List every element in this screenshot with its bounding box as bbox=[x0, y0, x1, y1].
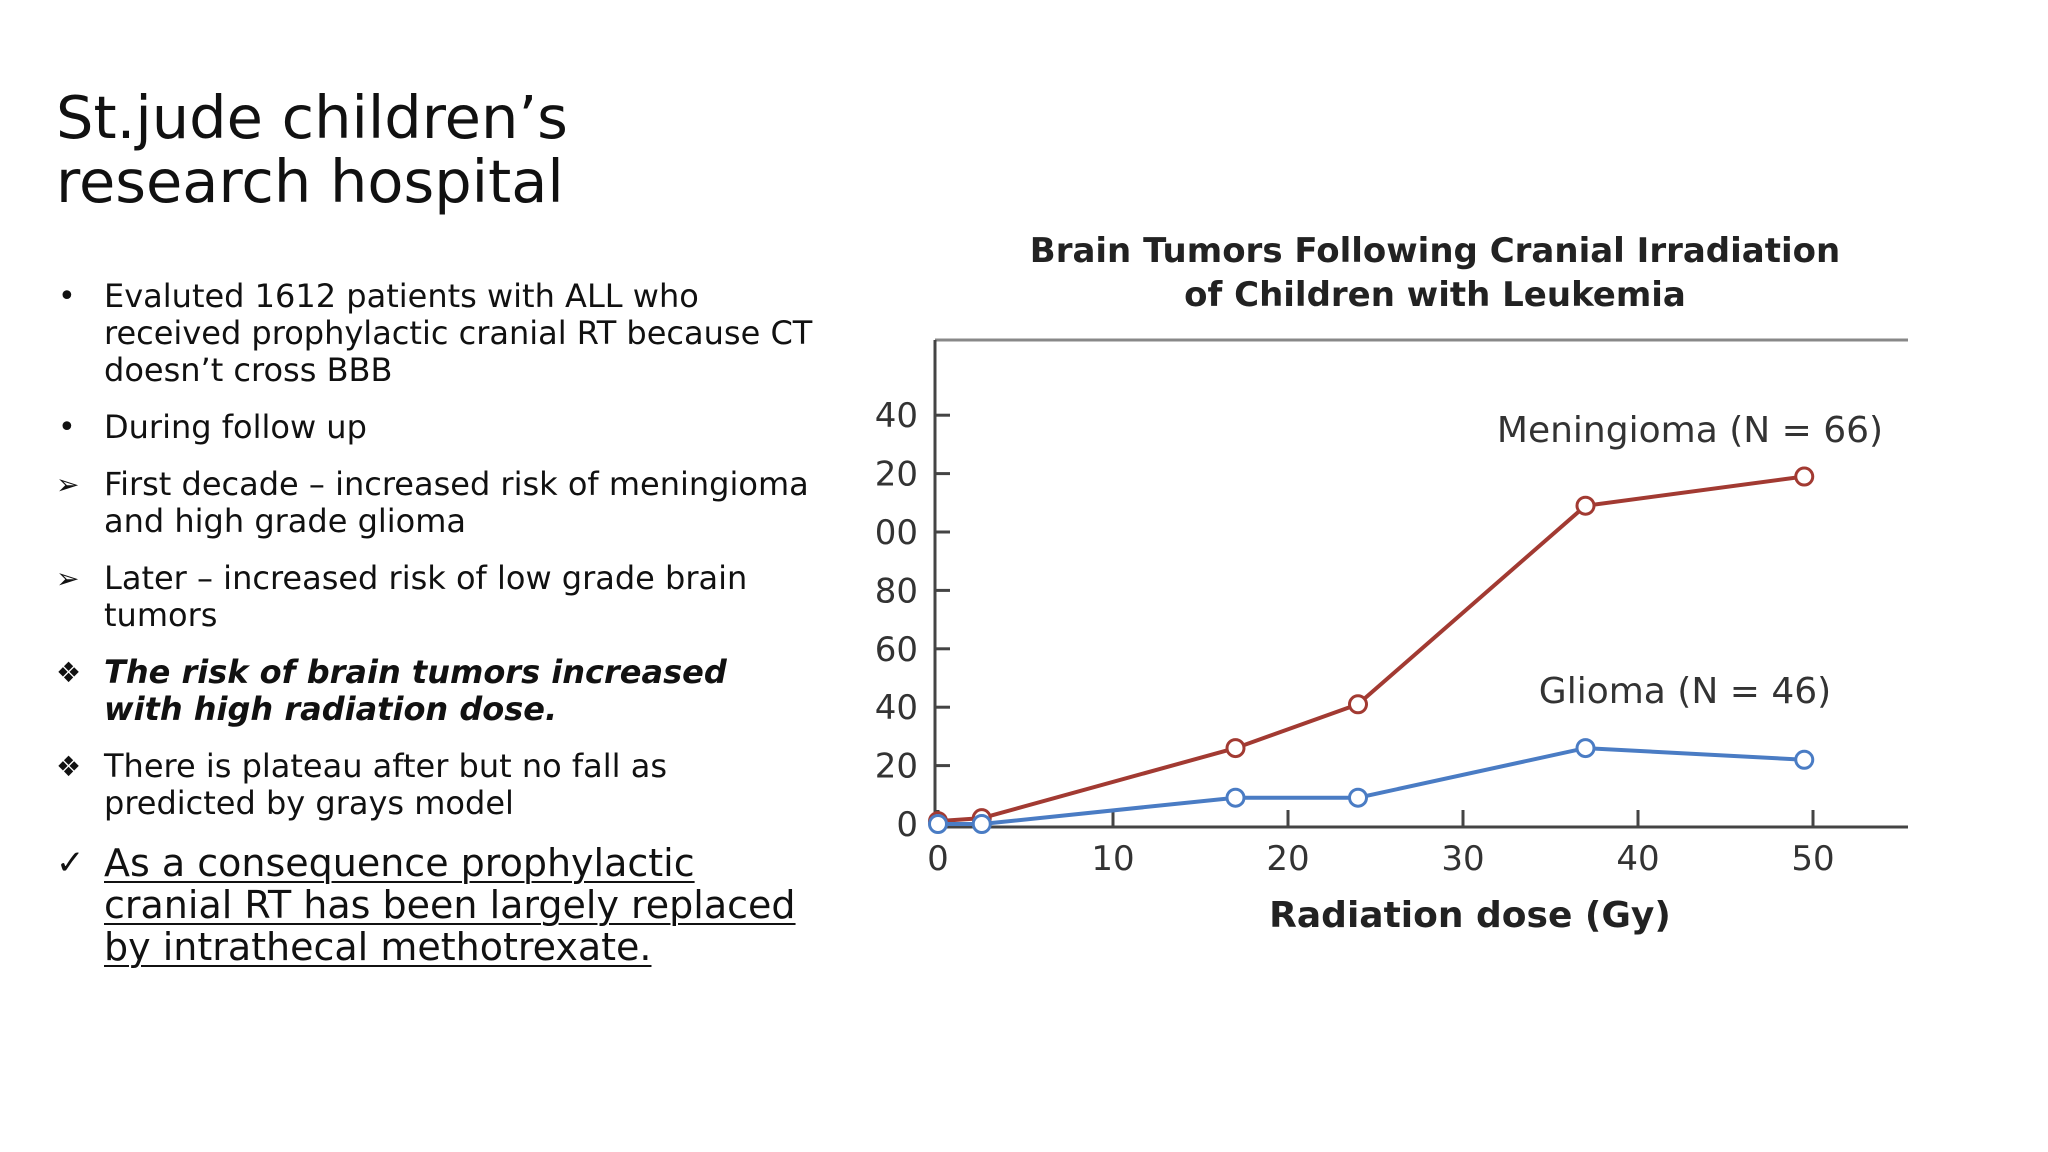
x-tick-label: 40 bbox=[1616, 839, 1659, 879]
legend-glioma: Glioma (N = 46) bbox=[1539, 671, 1831, 712]
bullet-item: ➢ Later – increased risk of low grade br… bbox=[56, 560, 816, 634]
bullet-text: Evaluted 1612 patients with ALL who rece… bbox=[104, 277, 813, 389]
data-point bbox=[1575, 495, 1596, 516]
bullet-text-conclusion: As a consequence prophylactic cranial RT… bbox=[104, 841, 796, 969]
bullet-item: • During follow up bbox=[56, 409, 816, 446]
x-axis-label: Radiation dose (Gy) bbox=[1269, 895, 1671, 936]
bullet-list: • Evaluted 1612 patients with ALL who re… bbox=[56, 278, 816, 988]
chart-svg: Brain Tumors Following Cranial Irradiati… bbox=[875, 231, 1908, 936]
x-tick-label: 20 bbox=[1266, 839, 1309, 879]
chart-title-line-1: Brain Tumors Following Cranial Irradiati… bbox=[1030, 231, 1840, 271]
y-tick-label: 20 bbox=[875, 747, 918, 787]
bullet-dot-icon: • bbox=[58, 279, 76, 314]
series-line-0 bbox=[937, 474, 1805, 824]
bullet-text: There is plateau after but no fall as pr… bbox=[104, 747, 667, 822]
chart-title: Brain Tumors Following Cranial Irradiati… bbox=[1030, 231, 1840, 315]
bullet-text-emphasis: The risk of brain tumors increased with … bbox=[104, 653, 727, 728]
data-point bbox=[1348, 787, 1368, 808]
data-point bbox=[1794, 749, 1815, 770]
x-ticks: 0 10 20 30 40 50 bbox=[927, 810, 1835, 879]
slide-title: St.jude children’s research hospital bbox=[56, 83, 568, 216]
chart: Brain Tumors Following Cranial Irradiati… bbox=[850, 230, 1930, 950]
y-tick-label: 60 bbox=[875, 630, 918, 670]
x-tick-label: 10 bbox=[1091, 839, 1134, 879]
bullet-item: ❖ There is plateau after but no fall as … bbox=[56, 748, 816, 822]
bullet-text: During follow up bbox=[104, 408, 367, 446]
data-point bbox=[1225, 787, 1246, 808]
x-tick-label: 0 bbox=[927, 839, 949, 879]
bullet-text: Later – increased risk of low grade brai… bbox=[104, 559, 748, 634]
arrowhead-bullet-icon: ➢ bbox=[56, 562, 80, 595]
bullet-item: ➢ First decade – increased risk of menin… bbox=[56, 466, 816, 540]
series-line-1 bbox=[938, 746, 1805, 826]
bullet-item: ❖ The risk of brain tumors increased wit… bbox=[56, 654, 816, 728]
arrowhead-bullet-icon: ➢ bbox=[56, 468, 80, 501]
data-point bbox=[1225, 738, 1246, 759]
x-tick-label: 30 bbox=[1441, 839, 1484, 879]
bullet-item: ✓ As a consequence prophylactic cranial … bbox=[56, 842, 816, 968]
legend-meningioma: Meningioma (N = 66) bbox=[1497, 410, 1883, 451]
y-tick-label: 80 bbox=[875, 571, 918, 611]
y-tick-label: 00 bbox=[875, 513, 918, 553]
y-tick-label: 40 bbox=[875, 688, 918, 728]
x-tick-label: 50 bbox=[1791, 839, 1834, 879]
bullet-dot-icon: • bbox=[58, 410, 76, 445]
data-point bbox=[928, 814, 948, 834]
data-point bbox=[971, 814, 992, 834]
series-lines bbox=[928, 466, 1815, 834]
y-tick-label: 40 bbox=[875, 396, 918, 436]
y-ticks: 0 20 40 60 80 00 20 40 bbox=[875, 396, 950, 845]
chart-title-line-2: of Children with Leukemia bbox=[1184, 275, 1686, 315]
checkmark-bullet-icon: ✓ bbox=[56, 843, 85, 883]
bullet-item: • Evaluted 1612 patients with ALL who re… bbox=[56, 278, 816, 389]
diamond-bullet-icon: ❖ bbox=[56, 750, 82, 783]
diamond-bullet-icon: ❖ bbox=[56, 656, 82, 689]
data-point bbox=[1575, 738, 1596, 759]
bullet-text: First decade – increased risk of meningi… bbox=[104, 465, 809, 540]
data-point bbox=[1348, 694, 1368, 715]
data-point bbox=[1794, 466, 1815, 487]
y-tick-label: 20 bbox=[875, 455, 918, 495]
y-tick-label: 0 bbox=[896, 805, 918, 845]
